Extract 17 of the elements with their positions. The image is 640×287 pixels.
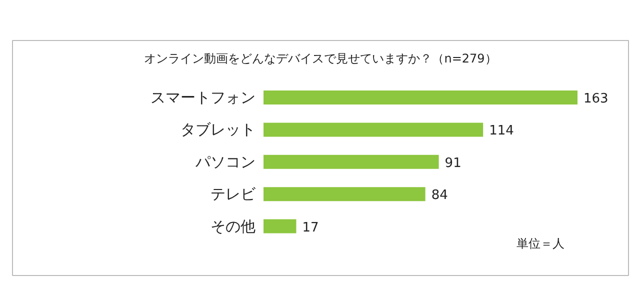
- bar: [264, 90, 578, 104]
- bar: [264, 219, 296, 234]
- data-label: 114: [489, 124, 514, 139]
- data-label: 84: [431, 188, 448, 204]
- y-tick-label: スマートフォン: [150, 88, 256, 106]
- y-tick-label: タブレット: [180, 120, 256, 139]
- bar: [264, 122, 484, 137]
- y-tick-label: パソコン: [194, 152, 256, 171]
- y-tick-label: テレビ: [210, 185, 256, 204]
- y-tick-label: その他: [210, 217, 256, 236]
- bar: [264, 154, 439, 169]
- chart-title: オンライン動画をどんなデバイスで見せていますか？（n=279）: [144, 52, 497, 66]
- data-label: 17: [302, 220, 319, 236]
- data-label: 163: [584, 92, 608, 106]
- data-label: 91: [444, 156, 462, 171]
- bar: [264, 187, 426, 202]
- annotation: 単位＝人: [516, 236, 564, 250]
